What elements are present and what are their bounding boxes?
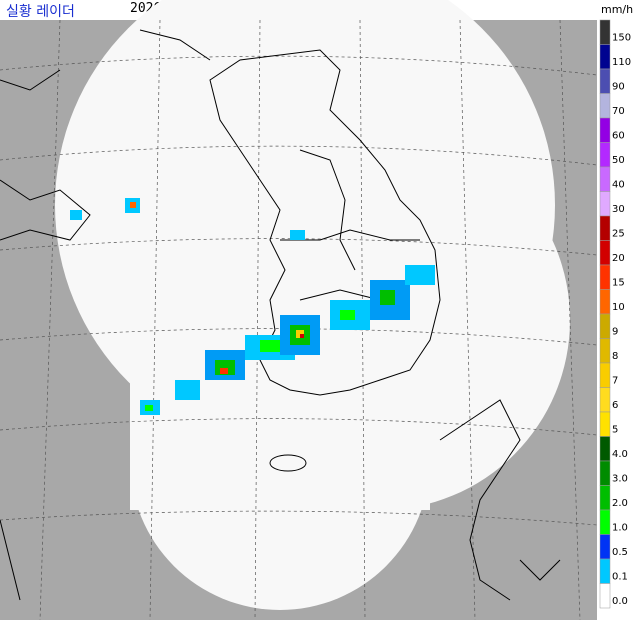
legend-swatch (599, 289, 611, 315)
legend-label: 20 (612, 253, 625, 264)
legend-label: 90 (612, 82, 625, 93)
legend-swatch (599, 534, 611, 560)
legend-swatch (599, 411, 611, 437)
legend-swatch (599, 436, 611, 462)
legend-swatch (599, 166, 611, 192)
legend-label: 15 (612, 278, 625, 289)
legend-label: 150 (612, 33, 631, 44)
legend-label: 40 (612, 180, 625, 191)
legend-swatch (599, 338, 611, 364)
legend-label: 110 (612, 57, 631, 68)
legend-swatch (599, 117, 611, 143)
legend-label: 7 (612, 376, 618, 387)
legend: 150 110 90 70 60 50 40 30 25 20 15 10 9 8 7 6 5 4.0 3.0 2.0… (599, 19, 631, 609)
legend-label: 70 (612, 106, 625, 117)
legend-label: 50 (612, 155, 625, 166)
legend-label: 0.0 (612, 596, 628, 607)
radar-coverage (55, 0, 570, 610)
page-title: 실황 레이더 (6, 4, 75, 20)
legend-swatch (599, 68, 611, 94)
legend-label: 4.0 (612, 449, 628, 460)
legend-unit: mm/h (601, 3, 634, 16)
legend-swatch (599, 44, 611, 70)
legend-label: 5 (612, 425, 618, 436)
legend-swatch (599, 558, 611, 584)
legend-swatch (599, 215, 611, 241)
legend-label: 3.0 (612, 474, 628, 485)
legend-label: 25 (612, 229, 625, 240)
legend-swatch (599, 387, 611, 413)
coastlines (0, 29, 561, 601)
legend-label: 30 (612, 204, 625, 215)
legend-label: 9 (612, 327, 618, 338)
legend-swatch (599, 264, 611, 290)
legend-swatch (599, 142, 611, 168)
legend-label: 8 (612, 351, 618, 362)
legend-swatch (599, 583, 611, 609)
legend-swatch (599, 240, 611, 266)
precipitation (70, 198, 435, 415)
legend-swatch (599, 93, 611, 119)
legend-swatch (599, 362, 611, 388)
legend-swatch (599, 485, 611, 511)
legend-swatch (599, 19, 611, 45)
legend-swatch (599, 460, 611, 486)
legend-swatch (599, 313, 611, 339)
legend-label: 10 (612, 302, 625, 313)
legend-swatch (599, 509, 611, 535)
legend-label: 1.0 (612, 523, 628, 534)
legend-label: 0.5 (612, 547, 628, 558)
legend-label: 0.1 (612, 572, 628, 583)
legend-label: 6 (612, 400, 618, 411)
legend-label: 2.0 (612, 498, 628, 509)
legend-label: 60 (612, 131, 625, 142)
legend-swatch (599, 191, 611, 217)
